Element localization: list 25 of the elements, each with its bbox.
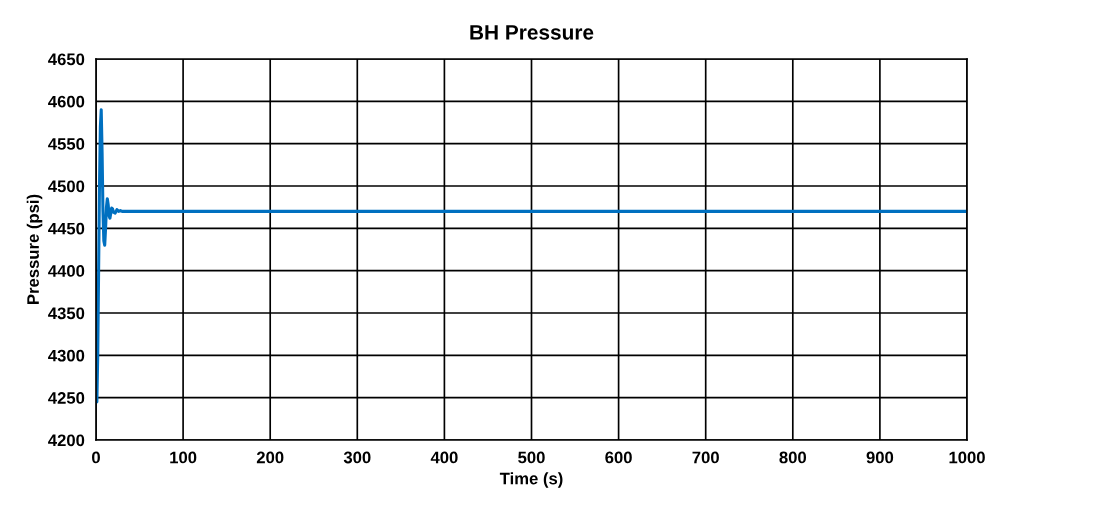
x-tick-label: 800 xyxy=(779,451,807,464)
x-tick-label: 600 xyxy=(605,451,632,464)
y-tick-label: 4250 xyxy=(48,392,85,404)
x-tick-label: 1000 xyxy=(949,451,985,464)
y-axis-title: Pressure (psi) xyxy=(26,194,43,304)
y-tick-label: 4400 xyxy=(48,265,85,277)
x-tick-label: 700 xyxy=(692,451,719,464)
y-tick-label: 4300 xyxy=(48,349,85,362)
x-tick-label: 100 xyxy=(170,451,197,464)
x-tick-label: 0 xyxy=(92,451,100,464)
x-tick-label: 200 xyxy=(256,451,284,464)
chart-title: BH Pressure xyxy=(470,25,594,40)
y-tick-label: 4650 xyxy=(48,53,85,66)
x-tick-label: 900 xyxy=(866,451,894,464)
y-tick-label: 4500 xyxy=(48,180,85,193)
line-series xyxy=(96,108,967,404)
y-tick-label: 4200 xyxy=(48,434,85,447)
x-tick-label: 400 xyxy=(430,451,458,464)
x-tick-label: 300 xyxy=(343,451,371,464)
y-tick-label: 4550 xyxy=(48,138,85,150)
x-tick-label: 500 xyxy=(518,451,545,464)
y-tick-label: 4600 xyxy=(48,95,85,108)
x-axis-title: Time (s) xyxy=(499,472,563,488)
y-tick-label: 4450 xyxy=(48,222,85,235)
y-tick-label: 4350 xyxy=(48,307,85,320)
